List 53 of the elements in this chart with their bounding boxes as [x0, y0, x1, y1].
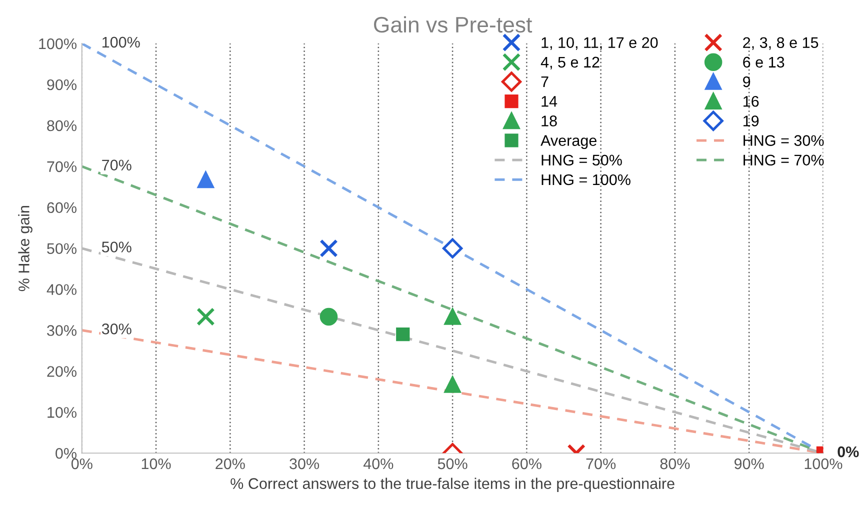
point: [196, 308, 215, 326]
y-tick-label: 30%: [47, 325, 76, 336]
x-axis-title: % Correct answers to the true-false items in the pre-questionnaire: [230, 478, 674, 492]
x-tick-label: 40%: [363, 458, 394, 470]
x-tick-label: 0%: [71, 458, 92, 470]
legend-label: HNG = 70%: [744, 154, 824, 166]
point: [396, 328, 410, 342]
y-tick-label: 50%: [47, 243, 76, 254]
y-tick-label: 10%: [48, 407, 76, 418]
legend-label: HNG = 50%: [542, 154, 622, 166]
annotation: 30%: [102, 324, 132, 334]
legend-label: 2, 3, 8 e 15: [743, 37, 818, 50]
legend-label: 7: [541, 76, 548, 88]
legend-label: 1, 10, 11, 17 e 20: [542, 37, 658, 50]
annotation: 70%: [102, 160, 132, 170]
x-tick-label: 90%: [734, 458, 764, 470]
legend-label: 16: [744, 96, 759, 107]
y-tick-label: 20%: [47, 366, 76, 377]
legend-label: Average: [540, 135, 596, 149]
legend-label: 14: [542, 96, 558, 107]
point: [320, 239, 338, 258]
legend-label: 6 e 13: [743, 56, 784, 68]
legend-label: 18: [542, 116, 557, 126]
y-tick-label: 0%: [56, 448, 76, 459]
text: 0%: [838, 446, 859, 458]
y-tick-label: 70%: [47, 161, 76, 172]
legend-label: 4, 5 e 12: [540, 56, 600, 70]
x-tick-label: 70%: [586, 458, 616, 470]
legend-label: 9: [743, 76, 750, 88]
y-tick-label: 100%: [39, 38, 76, 50]
legend-label: HNG = 30%: [744, 135, 824, 146]
legend-label: 19: [744, 116, 759, 126]
point: [442, 238, 463, 258]
y-axis-title: % Hake gain: [18, 206, 32, 292]
legend-label: HNG = 100%: [542, 174, 630, 186]
x-tick-label: 10%: [142, 458, 171, 470]
point: [197, 172, 214, 188]
x-tick-label: 80%: [660, 458, 690, 470]
y-tick-label: 60%: [47, 202, 76, 214]
annotation: 50%: [102, 242, 132, 252]
point: [320, 308, 338, 326]
x-tick-label: 100%: [804, 458, 842, 470]
x-tick-label: 30%: [290, 458, 320, 470]
x-tick-label: 20%: [216, 458, 245, 470]
x-tick-label: 50%: [438, 458, 468, 470]
x-tick-label: 60%: [512, 458, 542, 470]
chart-title: Gain vs Pre-test: [374, 16, 532, 33]
point: [444, 376, 461, 393]
y-tick-label: 80%: [47, 120, 76, 132]
y-tick-label: 40%: [46, 284, 76, 295]
point: [444, 308, 461, 325]
annotation: 100%: [102, 36, 140, 48]
y-tick-label: 90%: [47, 79, 76, 90]
